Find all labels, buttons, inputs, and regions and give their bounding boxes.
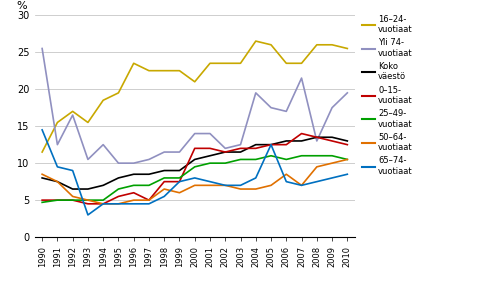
- Legend: 16–24-
vuotiaat, Yli 74-
vuotiaat, Koko
väestö, 0–15-
vuotiaat, 25–49-
vuotiaat,: 16–24- vuotiaat, Yli 74- vuotiaat, Koko …: [362, 15, 413, 176]
- Y-axis label: %: %: [16, 1, 27, 11]
